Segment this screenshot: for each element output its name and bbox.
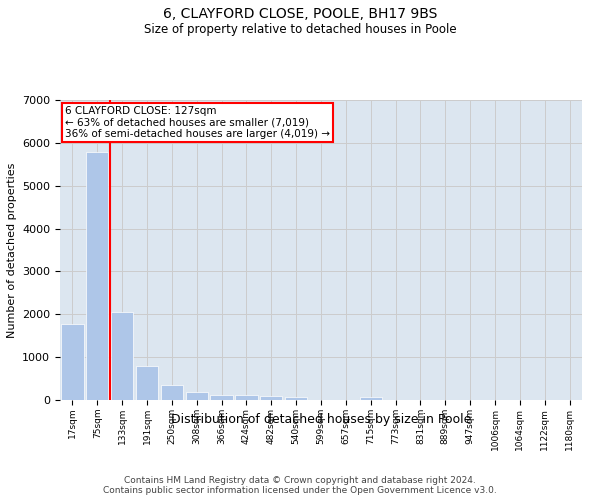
Bar <box>235 396 257 400</box>
Text: 6 CLAYFORD CLOSE: 127sqm
← 63% of detached houses are smaller (7,019)
36% of sem: 6 CLAYFORD CLOSE: 127sqm ← 63% of detach… <box>65 106 330 139</box>
Bar <box>359 396 382 400</box>
Bar <box>161 386 183 400</box>
Bar <box>61 324 83 400</box>
Bar <box>86 152 109 400</box>
Bar <box>211 395 233 400</box>
Text: 6, CLAYFORD CLOSE, POOLE, BH17 9BS: 6, CLAYFORD CLOSE, POOLE, BH17 9BS <box>163 8 437 22</box>
Y-axis label: Number of detached properties: Number of detached properties <box>7 162 17 338</box>
Bar <box>185 392 208 400</box>
Text: Size of property relative to detached houses in Poole: Size of property relative to detached ho… <box>143 22 457 36</box>
Bar <box>285 396 307 400</box>
Bar <box>136 366 158 400</box>
Bar <box>111 312 133 400</box>
Text: Contains HM Land Registry data © Crown copyright and database right 2024.
Contai: Contains HM Land Registry data © Crown c… <box>103 476 497 495</box>
Text: Distribution of detached houses by size in Poole: Distribution of detached houses by size … <box>171 412 471 426</box>
Bar <box>260 396 283 400</box>
